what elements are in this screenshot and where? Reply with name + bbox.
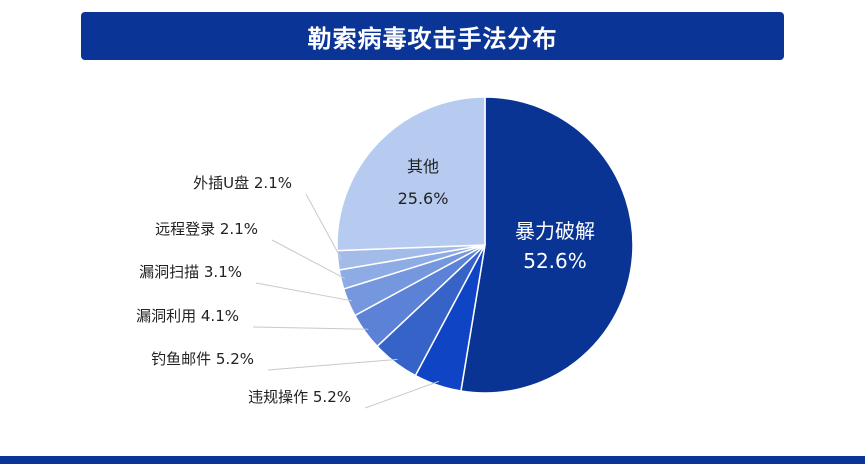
slice-value-7: 25.6% bbox=[398, 189, 449, 208]
slice-label-5: 远程登录 2.1% bbox=[155, 220, 258, 238]
slice-label-6: 外插U盘 2.1% bbox=[193, 174, 292, 192]
slice-label-7: 其他 bbox=[407, 157, 439, 176]
slice-label-0: 暴力破解 bbox=[515, 219, 595, 243]
chart-title: 勒索病毒攻击手法分布 bbox=[307, 24, 558, 53]
leader-line-2 bbox=[267, 358, 398, 371]
leader-line-1 bbox=[364, 380, 439, 409]
slice-label-4: 漏洞扫描 3.1% bbox=[139, 263, 242, 281]
leader-line-3 bbox=[252, 326, 369, 330]
leader-line-4 bbox=[255, 282, 353, 302]
title-banner: 勒索病毒攻击手法分布 bbox=[81, 12, 784, 60]
pie-slice-0 bbox=[460, 96, 634, 394]
slice-label-1: 违规操作 5.2% bbox=[248, 388, 351, 406]
pie-slice-7 bbox=[336, 96, 486, 252]
slice-value-0: 52.6% bbox=[523, 249, 587, 273]
slice-label-2: 钓鱼邮件 5.2% bbox=[151, 350, 254, 368]
leader-line-5 bbox=[271, 239, 346, 280]
footer-bar bbox=[0, 456, 865, 464]
leader-line-6 bbox=[305, 193, 343, 261]
slice-label-3: 漏洞利用 4.1% bbox=[136, 307, 239, 325]
